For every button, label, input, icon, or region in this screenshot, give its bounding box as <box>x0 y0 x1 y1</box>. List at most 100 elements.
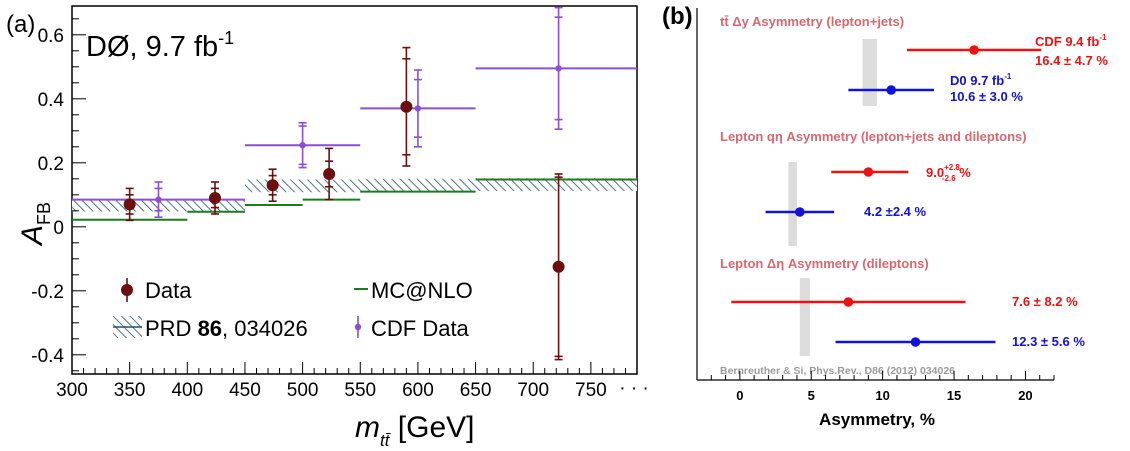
cdf-dy-name-main: CDF 9.4 fb <box>1035 34 1099 49</box>
section-title-1: Lepton qη Asymmetry (lepton+jets and dil… <box>720 129 1027 144</box>
measurement-marker-2-1 <box>910 337 921 347</box>
cdf-marker-1 <box>299 142 306 149</box>
lep-deta-blue-value: 12.3 ± 5.6 % <box>1012 334 1085 349</box>
x-tick-label: 350 <box>114 380 146 401</box>
cdf-dy-name-sup: -1 <box>1099 33 1107 42</box>
section-0: tt̄ Δy Asymmetry (lepton+jets) <box>720 14 1042 106</box>
legend-prd-label: PRD 86, 034026 <box>145 316 308 341</box>
legend-mcnlo-label: MC@NLO <box>371 278 473 303</box>
measurement-marker-1-0 <box>863 167 874 177</box>
prd-band-3 <box>475 178 637 191</box>
cdf-dy-name: CDF 9.4 fb-1 <box>1035 33 1107 49</box>
x-tick-label: 750 <box>575 380 607 401</box>
b-x-tick-label: 10 <box>875 388 889 403</box>
x-axis-title-unit: [GeV] <box>389 411 474 444</box>
d0-marker-5 <box>552 260 565 273</box>
d0-point-4 <box>400 46 413 167</box>
x-overflow-label: · · · <box>619 378 649 399</box>
d0-marker-4 <box>400 100 413 113</box>
legend-data-label: Data <box>145 278 192 303</box>
x-axis-title: mtt̄ [GeV] <box>355 411 475 450</box>
b-x-tick-label: 5 <box>808 388 815 403</box>
y-tick-label: 0.4 <box>38 90 65 111</box>
b-x-tick-label: 20 <box>1018 388 1032 403</box>
d0-marker-2 <box>266 179 279 192</box>
panel-a-label: (a) <box>6 11 35 38</box>
lep-qeta-red-up: +2.8 <box>944 163 960 172</box>
measurement-marker-2-0 <box>843 297 854 307</box>
legend-prd-post: , 034026 <box>222 316 308 341</box>
d0-point-1 <box>208 181 221 215</box>
section-1: Lepton qη Asymmetry (lepton+jets and dil… <box>720 129 1027 246</box>
legend-cdf-label: CDF Data <box>371 316 470 341</box>
experiment-label: DØ, 9.7 fb-1 <box>86 28 234 63</box>
cdf-marker-2 <box>414 105 422 112</box>
x-axis-title-sub: tt̄ <box>380 431 391 450</box>
credit-text: Bernreuther & Si, Phys.Rev., D86 (2012) … <box>720 365 955 377</box>
lep-qeta-blue-value: 4.2 ±2.4 % <box>864 204 927 219</box>
panel-a-chart: 300 350 400 450 500 550 600 650 700 750 · · · -0.4 -… <box>6 5 649 450</box>
section-title-0: tt̄ Δy Asymmetry (lepton+jets) <box>720 14 904 29</box>
d0-marker-0 <box>123 198 136 211</box>
prediction-band-1 <box>788 162 797 246</box>
lep-qeta-red-value: 9.0+2.8 -2.6 % <box>926 163 971 183</box>
d0-point-3 <box>323 147 336 201</box>
lep-qeta-red-main: 9.0 <box>926 165 944 180</box>
cdf-marker-0 <box>155 196 162 203</box>
y-axis-title-main: A <box>16 225 49 247</box>
legend-data-marker <box>121 284 133 296</box>
y-axis-title-sub: FB <box>34 202 54 225</box>
experiment-label-sup: -1 <box>218 28 234 48</box>
x-axis-title-main: m <box>355 411 380 444</box>
d0-point-2 <box>266 168 279 202</box>
prd-band-2 <box>360 178 476 192</box>
y-axis-title: AFB <box>16 202 54 247</box>
lep-deta-red-value: 7.6 ± 8.2 % <box>1012 294 1078 309</box>
panel-b-label: (b) <box>662 3 693 30</box>
x-tick-label: 450 <box>229 380 261 401</box>
section-2: Lepton Δη Asymmetry (dileptons) <box>720 256 996 356</box>
d0-marker-1 <box>208 192 221 204</box>
b-x-tick-label: 0 <box>736 388 743 403</box>
lep-qeta-red-unit: % <box>956 165 972 180</box>
cdf-point-1 <box>244 122 361 169</box>
section-title-2: Lepton Δη Asymmetry (dileptons) <box>720 256 929 271</box>
lep-qeta-red-down: -2.6 <box>942 174 956 183</box>
measurement-marker-0-0 <box>969 45 979 55</box>
experiment-label-main: DØ, 9.7 fb <box>86 31 218 63</box>
legend-prd-pre: PRD <box>145 316 198 341</box>
legend: Data PRD 86, 034026 MC@NLO CDF Data <box>113 278 473 341</box>
measurement-marker-0-1 <box>886 85 897 95</box>
d0-dy-name-sup: -1 <box>1004 72 1012 81</box>
prd-band-1 <box>244 179 361 193</box>
x-tick-label: 550 <box>344 380 376 401</box>
legend-prd-bold: 86 <box>198 316 222 341</box>
y-tick-label: 0.2 <box>38 154 64 175</box>
x-tick-label: 400 <box>171 380 203 401</box>
panel-b-chart: (b) tt̄ Δy Asymmetry (lepton+jets) Lepton … <box>662 3 1108 429</box>
b-x-axis-title: Asymmetry, % <box>819 410 935 429</box>
y-tick-label: -0.4 <box>31 346 64 367</box>
y-tick-label: 0 <box>53 218 64 239</box>
x-tick-label: 700 <box>517 380 549 401</box>
legend-cdf-marker <box>354 323 362 331</box>
x-tick-label: 650 <box>460 380 492 401</box>
cdf-point-3 <box>475 6 637 130</box>
x-tick-label: 600 <box>402 380 434 401</box>
d0-point-0 <box>123 187 136 222</box>
measurement-marker-1-1 <box>795 207 805 217</box>
d0-dy-name-main: D0 9.7 fb <box>950 73 1004 88</box>
d0-point-5 <box>552 173 565 361</box>
d0-marker-3 <box>323 168 336 180</box>
y-tick-label: -0.2 <box>31 282 64 303</box>
cdf-marker-3 <box>555 65 562 72</box>
prediction-band-0 <box>862 39 877 106</box>
cdf-dy-value: 16.4 ± 4.7 % <box>1035 53 1108 68</box>
cdf-point-2 <box>360 69 476 148</box>
d0-dy-name: D0 9.7 fb-1 <box>950 72 1012 88</box>
b-x-tick-label: 15 <box>947 388 961 403</box>
x-tick-label: 300 <box>56 380 88 401</box>
x-tick-label: 500 <box>287 380 319 401</box>
y-tick-label: 0.6 <box>38 26 64 47</box>
d0-dy-value: 10.6 ± 3.0 % <box>950 89 1023 104</box>
